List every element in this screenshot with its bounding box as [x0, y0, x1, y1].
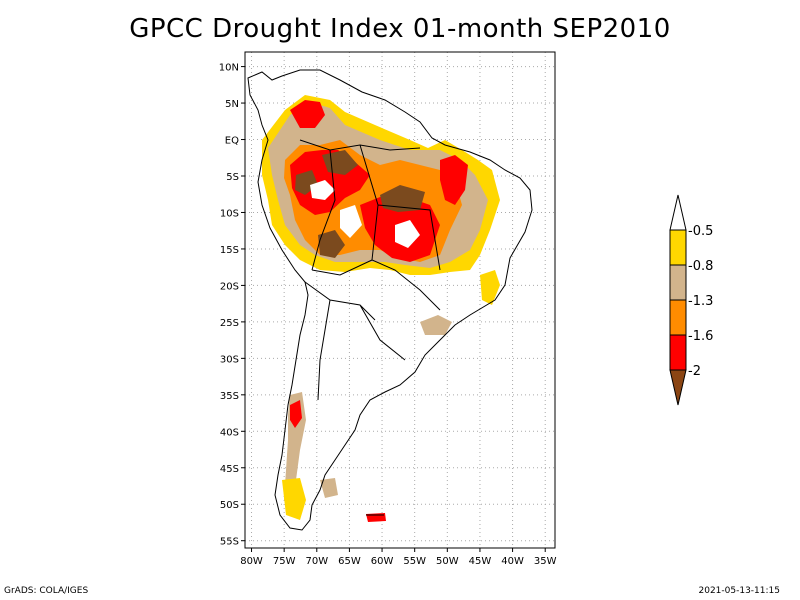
- lon-label: 70W: [305, 556, 328, 567]
- footer-credit: GrADS: COLA/IGES: [4, 586, 89, 596]
- lat-label: 15S: [220, 245, 239, 256]
- colorbar-swatch-mild: [669, 229, 687, 266]
- continent-outline: [247, 69, 533, 531]
- colorbar-top-triangle: [669, 194, 687, 231]
- falklands-patch: [366, 513, 386, 522]
- lat-label: 30S: [220, 354, 239, 365]
- colorbar-swatch-severe: [669, 299, 687, 336]
- colorbar-label-4: -2: [688, 364, 701, 379]
- extreme-region-c: [318, 230, 345, 258]
- map-frame: [244, 51, 556, 549]
- no-drought-hole-b: [340, 205, 362, 238]
- lon-label: 60W: [371, 556, 394, 567]
- lon-label: 55W: [403, 556, 426, 567]
- lat-label: 35S: [220, 391, 239, 402]
- drought-shading: [262, 95, 500, 522]
- lat-label: 5S: [226, 172, 239, 183]
- lon-label: 35W: [534, 556, 557, 567]
- se-patch: [420, 315, 452, 335]
- coastlines: [247, 69, 533, 531]
- colorbar-label-3: -1.6: [688, 329, 713, 344]
- lat-label: 40S: [220, 427, 239, 438]
- no-drought-hole-c: [395, 220, 420, 248]
- lat-label: 25S: [220, 318, 239, 329]
- colorbar-label-2: -1.3: [688, 294, 713, 309]
- colorbar-bottom-triangle: [669, 369, 687, 406]
- latitude-axis: 10N 5N EQ 5S 10S 15S 20S 25S 30S 35S 40S 45S 50S 55S: [219, 63, 245, 548]
- lat-label: 10N: [219, 63, 239, 74]
- footer-timestamp: 2021-05-13-11:15: [698, 586, 781, 596]
- extreme-region-b: [380, 185, 425, 212]
- chile-yellow: [282, 478, 306, 520]
- lon-label: 65W: [338, 556, 361, 567]
- colorbar-label-1: -0.8: [688, 259, 713, 274]
- se-patch-yellow: [480, 270, 500, 305]
- very-severe-region-north: [290, 100, 325, 128]
- lat-label: 50S: [220, 500, 239, 511]
- lon-label: 45W: [469, 556, 492, 567]
- lat-label: 10S: [220, 208, 239, 219]
- lon-label: 75W: [273, 556, 296, 567]
- lon-label: 80W: [240, 556, 263, 567]
- graticule: [245, 52, 555, 548]
- colorbar-swatch-very-severe: [669, 334, 687, 371]
- lon-label: 40W: [501, 556, 524, 567]
- colorbar-label-0: -0.5: [688, 224, 713, 239]
- lon-label: 50W: [436, 556, 459, 567]
- colorbar-swatch-moderate: [669, 264, 687, 301]
- patagonia-patch: [320, 478, 338, 498]
- map-title: GPCC Drought Index 01-month SEP2010: [129, 14, 671, 44]
- chile-red: [290, 400, 302, 428]
- lat-label: 55S: [220, 537, 239, 548]
- lat-label: 5N: [225, 99, 239, 110]
- lat-label: 45S: [220, 464, 239, 475]
- lat-label: 20S: [220, 281, 239, 292]
- border-lines: [299, 139, 441, 401]
- longitude-axis: 80W 75W 70W 65W 60W 55W 50W 45W 40W 35W: [240, 548, 557, 567]
- no-drought-hole-a: [310, 180, 335, 200]
- colorbar: -0.5 -0.8 -1.3 -1.6 -2: [669, 194, 713, 406]
- lat-label: EQ: [225, 136, 239, 147]
- very-severe-region-ne: [440, 155, 468, 205]
